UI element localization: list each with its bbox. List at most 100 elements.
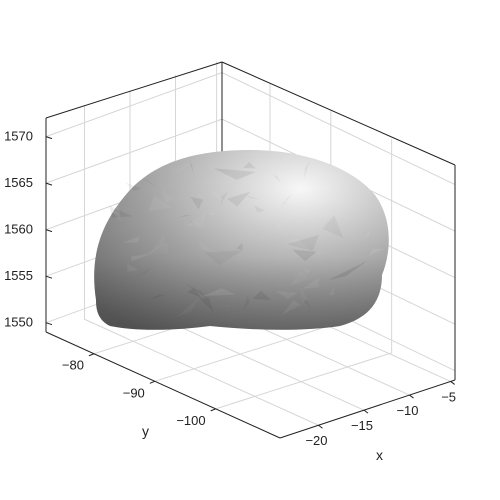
surface-facet bbox=[253, 205, 265, 213]
surface-facet bbox=[318, 225, 333, 228]
surface-facet bbox=[278, 193, 293, 211]
surface-facet bbox=[149, 234, 165, 255]
surface-facet bbox=[199, 297, 214, 312]
surface-facet bbox=[145, 205, 150, 213]
surface-facet bbox=[252, 290, 271, 300]
z-tick-label: 1560 bbox=[4, 222, 33, 237]
surface-facet bbox=[245, 194, 260, 200]
x-axis-title: x bbox=[376, 447, 383, 463]
surface-facet bbox=[187, 288, 202, 298]
surface-facet bbox=[249, 230, 274, 247]
x-tick-label: −5 bbox=[441, 389, 456, 404]
axes-box-back bbox=[45, 61, 456, 380]
surface-facet bbox=[288, 238, 314, 255]
surface-facet bbox=[122, 236, 140, 243]
surface-facet bbox=[182, 282, 207, 298]
grid-line bbox=[154, 324, 331, 382]
surface-facet bbox=[229, 174, 235, 182]
grid-line bbox=[221, 72, 456, 186]
surface-facet bbox=[287, 235, 319, 252]
surface-facet bbox=[203, 186, 228, 205]
surface-facet bbox=[170, 155, 202, 175]
surface-facet bbox=[322, 215, 344, 239]
surface-facet bbox=[301, 277, 319, 290]
surface-facet bbox=[301, 267, 311, 275]
surface-facet bbox=[363, 230, 370, 240]
surface-facet bbox=[227, 191, 251, 207]
surface-facet bbox=[328, 287, 335, 295]
surface-facet bbox=[197, 169, 199, 179]
surface-facets bbox=[107, 154, 385, 315]
x-tick-mark bbox=[409, 394, 414, 399]
surface-facet bbox=[205, 211, 217, 216]
x-tick-label: −15 bbox=[351, 418, 373, 433]
x-tick-label: −20 bbox=[305, 433, 327, 448]
surface-facet bbox=[348, 233, 357, 239]
surface-facet bbox=[161, 188, 174, 203]
surface-facet bbox=[186, 217, 202, 236]
grid-line bbox=[45, 72, 223, 138]
surface-facet bbox=[190, 196, 204, 210]
surface bbox=[94, 150, 389, 330]
surface-facet bbox=[237, 189, 259, 204]
surface-facet bbox=[197, 193, 208, 201]
surface-facet bbox=[177, 215, 192, 218]
surface-facet bbox=[197, 240, 220, 254]
y-axis-title: y bbox=[142, 423, 149, 439]
axes-box-front bbox=[45, 331, 456, 439]
y-tick-mark bbox=[210, 408, 216, 412]
surface-facet bbox=[131, 253, 154, 262]
surface-facet bbox=[109, 205, 133, 218]
surface-facet bbox=[124, 182, 142, 191]
x-tick-mark bbox=[318, 424, 323, 429]
y-tick-label: −80 bbox=[62, 358, 84, 373]
surface-facet bbox=[327, 260, 368, 281]
z-tick-mark bbox=[45, 322, 53, 326]
surface-facet bbox=[212, 305, 233, 308]
y-tick-mark bbox=[149, 380, 155, 384]
surface-facet bbox=[147, 195, 173, 212]
surface-facet bbox=[223, 168, 241, 179]
z-tick-label: 1555 bbox=[4, 268, 33, 283]
x-tick-mark bbox=[450, 381, 455, 385]
surface-facet bbox=[110, 204, 121, 222]
surface-facet bbox=[280, 154, 297, 162]
surface-shading bbox=[94, 150, 389, 330]
surface-facet bbox=[189, 161, 194, 177]
x-tick-mark bbox=[363, 409, 369, 414]
surface-facet bbox=[278, 178, 310, 193]
x-tick-label: −10 bbox=[396, 403, 418, 418]
z-tick-label: 1570 bbox=[4, 129, 33, 144]
surface-facet bbox=[275, 290, 298, 300]
grid-line bbox=[215, 352, 392, 410]
z-tick-mark bbox=[45, 182, 53, 186]
z-tick-mark bbox=[45, 136, 53, 140]
surface-facet bbox=[126, 263, 139, 272]
surface-facet bbox=[236, 242, 243, 250]
surface-facet bbox=[147, 294, 166, 301]
surface-facet bbox=[236, 204, 248, 206]
surface-facet bbox=[243, 294, 250, 310]
surface-facet bbox=[213, 168, 256, 181]
surface-facet bbox=[272, 174, 282, 184]
z-tick-label: 1550 bbox=[4, 315, 33, 330]
grid-line bbox=[45, 118, 223, 184]
y-tick-label: −100 bbox=[176, 413, 205, 428]
surface-facet bbox=[185, 211, 207, 227]
surface-facet bbox=[147, 220, 168, 241]
z-tick-mark bbox=[45, 229, 53, 233]
surface-facet bbox=[107, 209, 123, 218]
z-tick-label: 1565 bbox=[4, 175, 33, 190]
surface-facet bbox=[303, 160, 311, 180]
surface-facet bbox=[292, 249, 317, 262]
surface-facet bbox=[282, 300, 302, 315]
surface-facet bbox=[302, 299, 311, 309]
y-tick-label: −90 bbox=[123, 385, 145, 400]
surface-facet bbox=[243, 161, 256, 169]
surface-facet bbox=[275, 218, 290, 230]
surface-facet bbox=[299, 253, 315, 263]
axis-ticks: 1550 1555 1560 1565 1570 −80 −90 −100 −20 −15 −10 −… bbox=[4, 129, 456, 449]
surface-facet bbox=[367, 248, 385, 257]
